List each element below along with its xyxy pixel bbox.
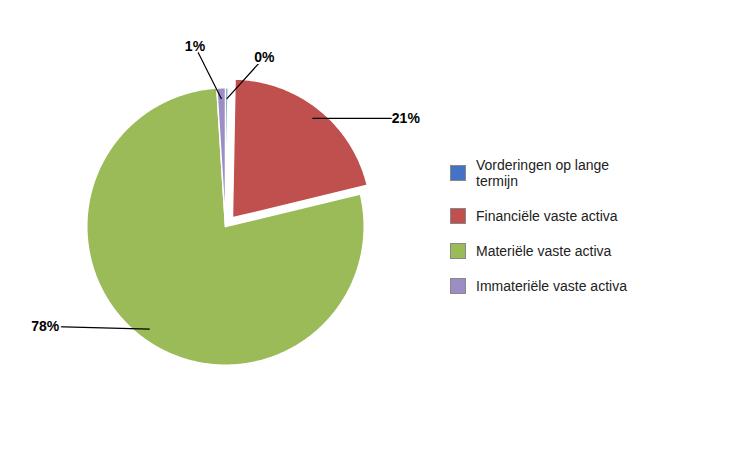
svg-text:21%: 21% [392,109,421,125]
html-text:Vorderingen op lange termijn: Vorderingen op lange termijn [476,156,610,190]
svg-text:78%: 78% [31,317,60,333]
svg-text:0%: 0% [254,48,275,64]
html-text:Financiële vaste activa: Financiële vaste activa [476,208,618,225]
html-text:Immateriële vaste activa: Immateriële vaste activa [476,277,627,294]
html-text:Materiële vaste activa: Materiële vaste activa [476,242,612,259]
svg-text:1%: 1% [185,37,206,53]
